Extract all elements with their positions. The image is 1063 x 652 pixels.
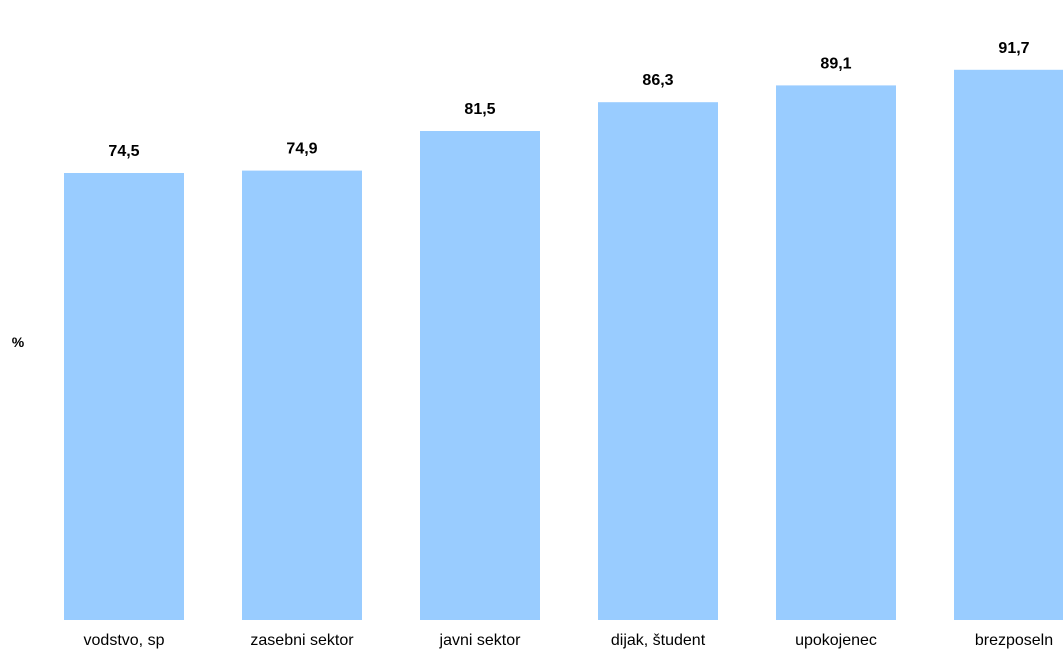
x-tick-label-4: upokojenec [795, 632, 877, 649]
bar-4 [776, 85, 896, 620]
x-tick-label-3: dijak, študent [611, 632, 706, 649]
bars-group [64, 69, 1063, 621]
value-label-4: 89,1 [820, 55, 851, 72]
bar-3 [598, 102, 718, 620]
x-tick-label-5: brezposeln [975, 632, 1053, 649]
value-label-3: 86,3 [642, 72, 673, 89]
bar-2 [420, 131, 540, 620]
value-labels-group: 74,5 74,9 81,5 86,3 89,1 91,7 [108, 40, 1029, 160]
x-tick-labels-group: vodstvo, sp zasebni sektor javni sektor dij… [84, 632, 1054, 649]
value-label-5: 91,7 [998, 40, 1029, 57]
value-label-2: 81,5 [464, 101, 495, 118]
bar-1 [242, 170, 362, 620]
bar-5 [954, 69, 1063, 621]
x-tick-label-2: javni sektor [439, 632, 522, 649]
value-label-1: 74,9 [286, 141, 317, 158]
bar-0 [64, 173, 184, 620]
value-label-0: 74,5 [108, 143, 139, 160]
x-tick-label-1: zasebni sektor [250, 632, 354, 649]
x-tick-label-0: vodstvo, sp [84, 632, 165, 649]
y-axis-label: % [12, 334, 25, 350]
